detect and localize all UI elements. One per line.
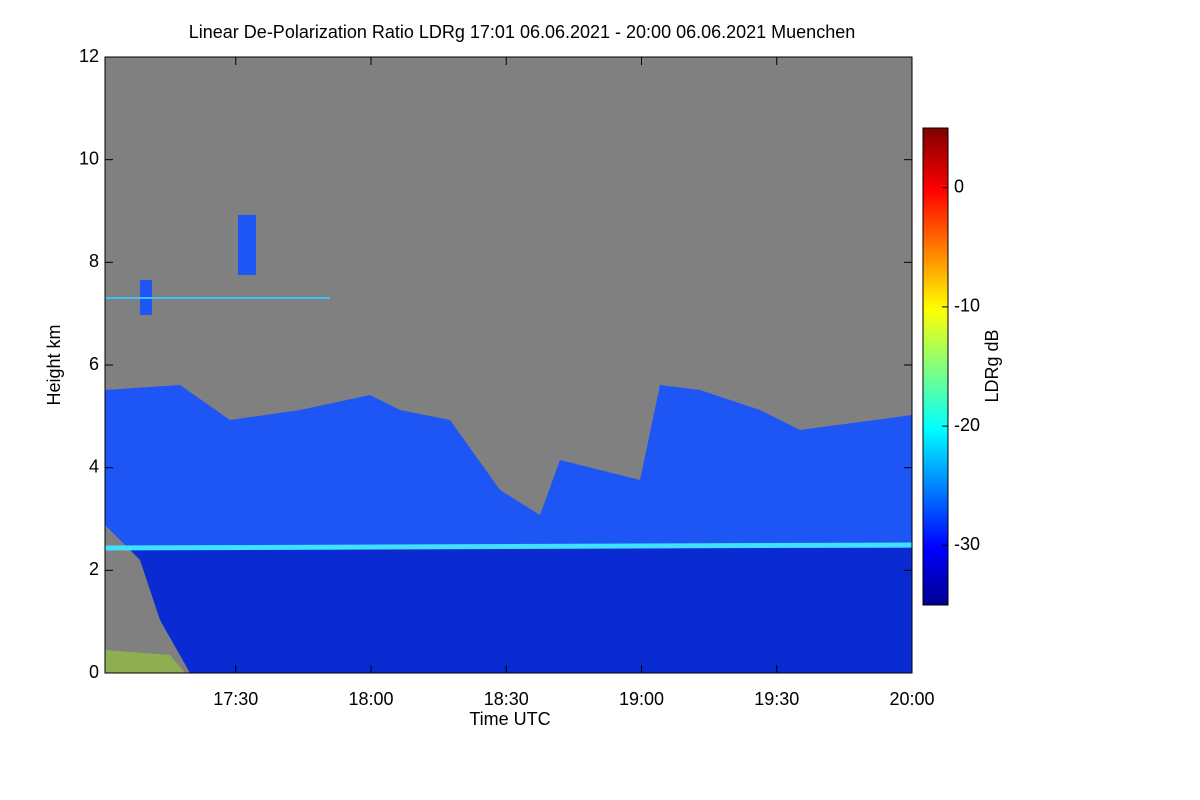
x-tick-label: 18:00	[348, 689, 393, 709]
x-tick-label: 18:30	[484, 689, 529, 709]
colorbar-label: LDRg dB	[982, 329, 1002, 402]
colorbar-tick-label: -10	[954, 296, 980, 316]
lower-layer	[105, 548, 912, 673]
field	[104, 57, 913, 673]
x-tick-label: 19:30	[754, 689, 799, 709]
bright-layer	[104, 542, 913, 551]
colorbar-tick-label: 0	[954, 176, 964, 196]
y-tick-label: 2	[89, 559, 99, 579]
colorbar	[922, 127, 949, 606]
x-tick-label: 17:30	[213, 689, 258, 709]
y-axis-label: Height km	[44, 324, 64, 405]
y-tick-label: 12	[79, 46, 99, 66]
y-tick-label: 8	[89, 251, 99, 271]
y-tick-label: 10	[79, 148, 99, 168]
x-axis-label: Time UTC	[469, 709, 550, 729]
y-tick-label: 6	[89, 354, 99, 374]
x-tick-label: 20:00	[889, 689, 934, 709]
surface-layer	[105, 650, 185, 673]
y-tick-label: 4	[89, 456, 99, 476]
colorbar-tick-label: -30	[954, 534, 980, 554]
no-data-patch	[105, 525, 190, 673]
chart-title: Linear De-Polarization Ratio LDRg 17:01 …	[189, 22, 855, 42]
colorbar-tick-label: -20	[954, 415, 980, 435]
x-tick-label: 19:00	[619, 689, 664, 709]
y-tick-label: 0	[89, 662, 99, 682]
cirrus	[238, 215, 256, 275]
